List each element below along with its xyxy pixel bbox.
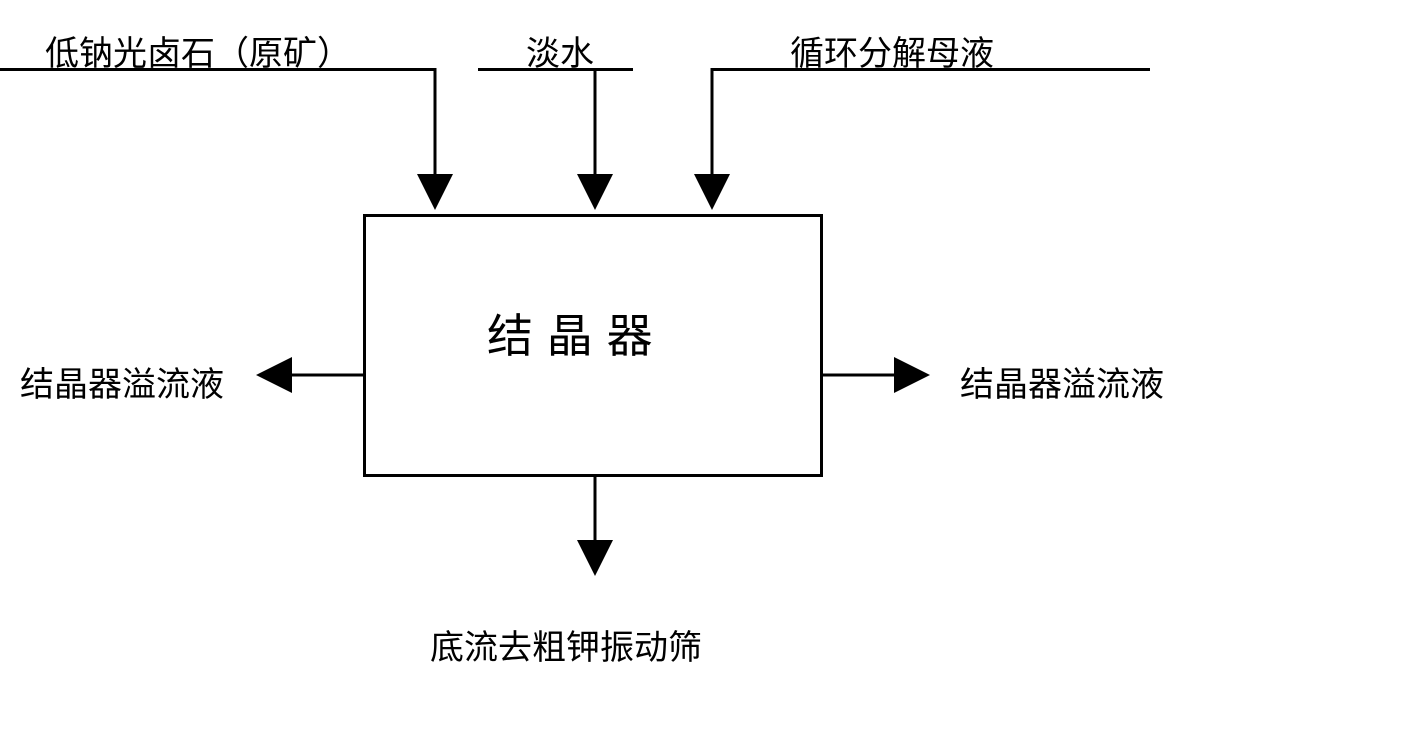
- crystallizer-label: 结晶器: [487, 300, 666, 366]
- output-left-label: 结晶器溢流液: [20, 357, 224, 406]
- output-right-label: 结晶器溢流液: [960, 357, 1164, 406]
- output-bottom-label: 底流去粗钾振动筛: [430, 620, 702, 669]
